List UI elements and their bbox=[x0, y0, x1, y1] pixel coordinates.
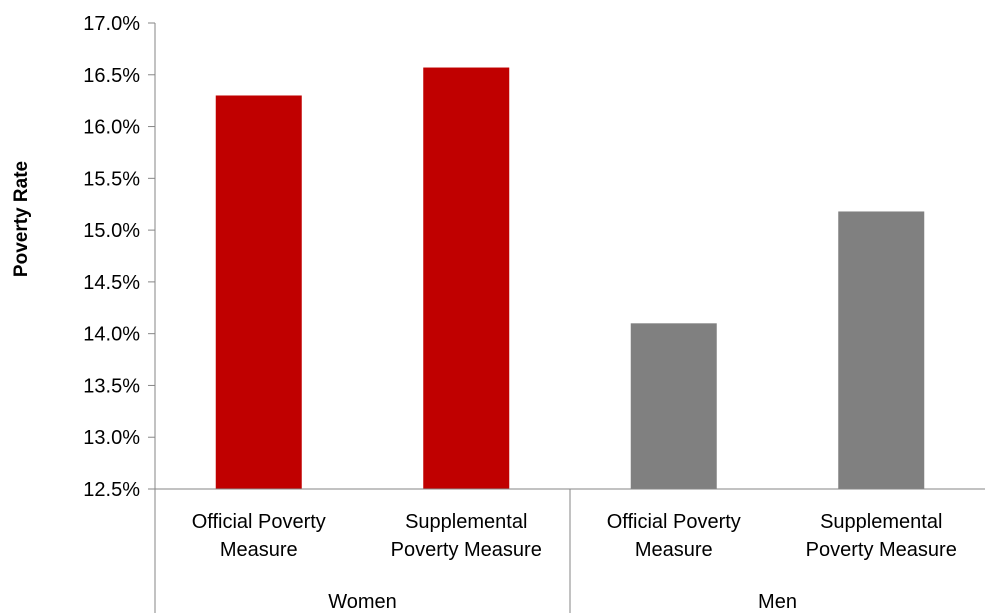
y-tick-label: 15.0% bbox=[83, 220, 140, 242]
y-axis-title: Poverty Rate bbox=[11, 161, 32, 277]
category-label: Supplemental Poverty Measure bbox=[391, 511, 542, 561]
bar-women-supplemental bbox=[423, 67, 510, 489]
bar-men-supplemental bbox=[838, 211, 925, 489]
group-label-women: Women bbox=[328, 591, 397, 613]
y-tick-label: 14.5% bbox=[83, 272, 140, 294]
y-tick-label: 13.0% bbox=[83, 427, 140, 449]
y-tick-label: 13.5% bbox=[83, 375, 140, 397]
bar-men-official bbox=[630, 323, 717, 489]
y-tick-label: 12.5% bbox=[83, 479, 140, 501]
y-axis-ticks: 12.5% 13.0% 13.5% 14.0% 14.5% 15.0% 15.5% 16.0%… bbox=[83, 13, 155, 501]
y-tick-label: 17.0% bbox=[83, 13, 140, 35]
category-label: Supplemental Poverty Measure bbox=[806, 511, 957, 561]
category-label: Official Poverty Measure bbox=[192, 511, 326, 561]
axes bbox=[154, 23, 985, 613]
bar-women-official bbox=[215, 95, 302, 489]
x-axis-labels: Official Poverty Measure Supplemental Pover… bbox=[192, 511, 957, 613]
y-tick-label: 16.0% bbox=[83, 117, 140, 139]
bars bbox=[215, 67, 925, 489]
category-label: Official Poverty Measure bbox=[607, 511, 741, 561]
y-tick-label: 16.5% bbox=[83, 65, 140, 87]
group-label-men: Men bbox=[758, 591, 797, 613]
y-tick-label: 14.0% bbox=[83, 324, 140, 346]
y-tick-label: 15.5% bbox=[83, 168, 140, 190]
